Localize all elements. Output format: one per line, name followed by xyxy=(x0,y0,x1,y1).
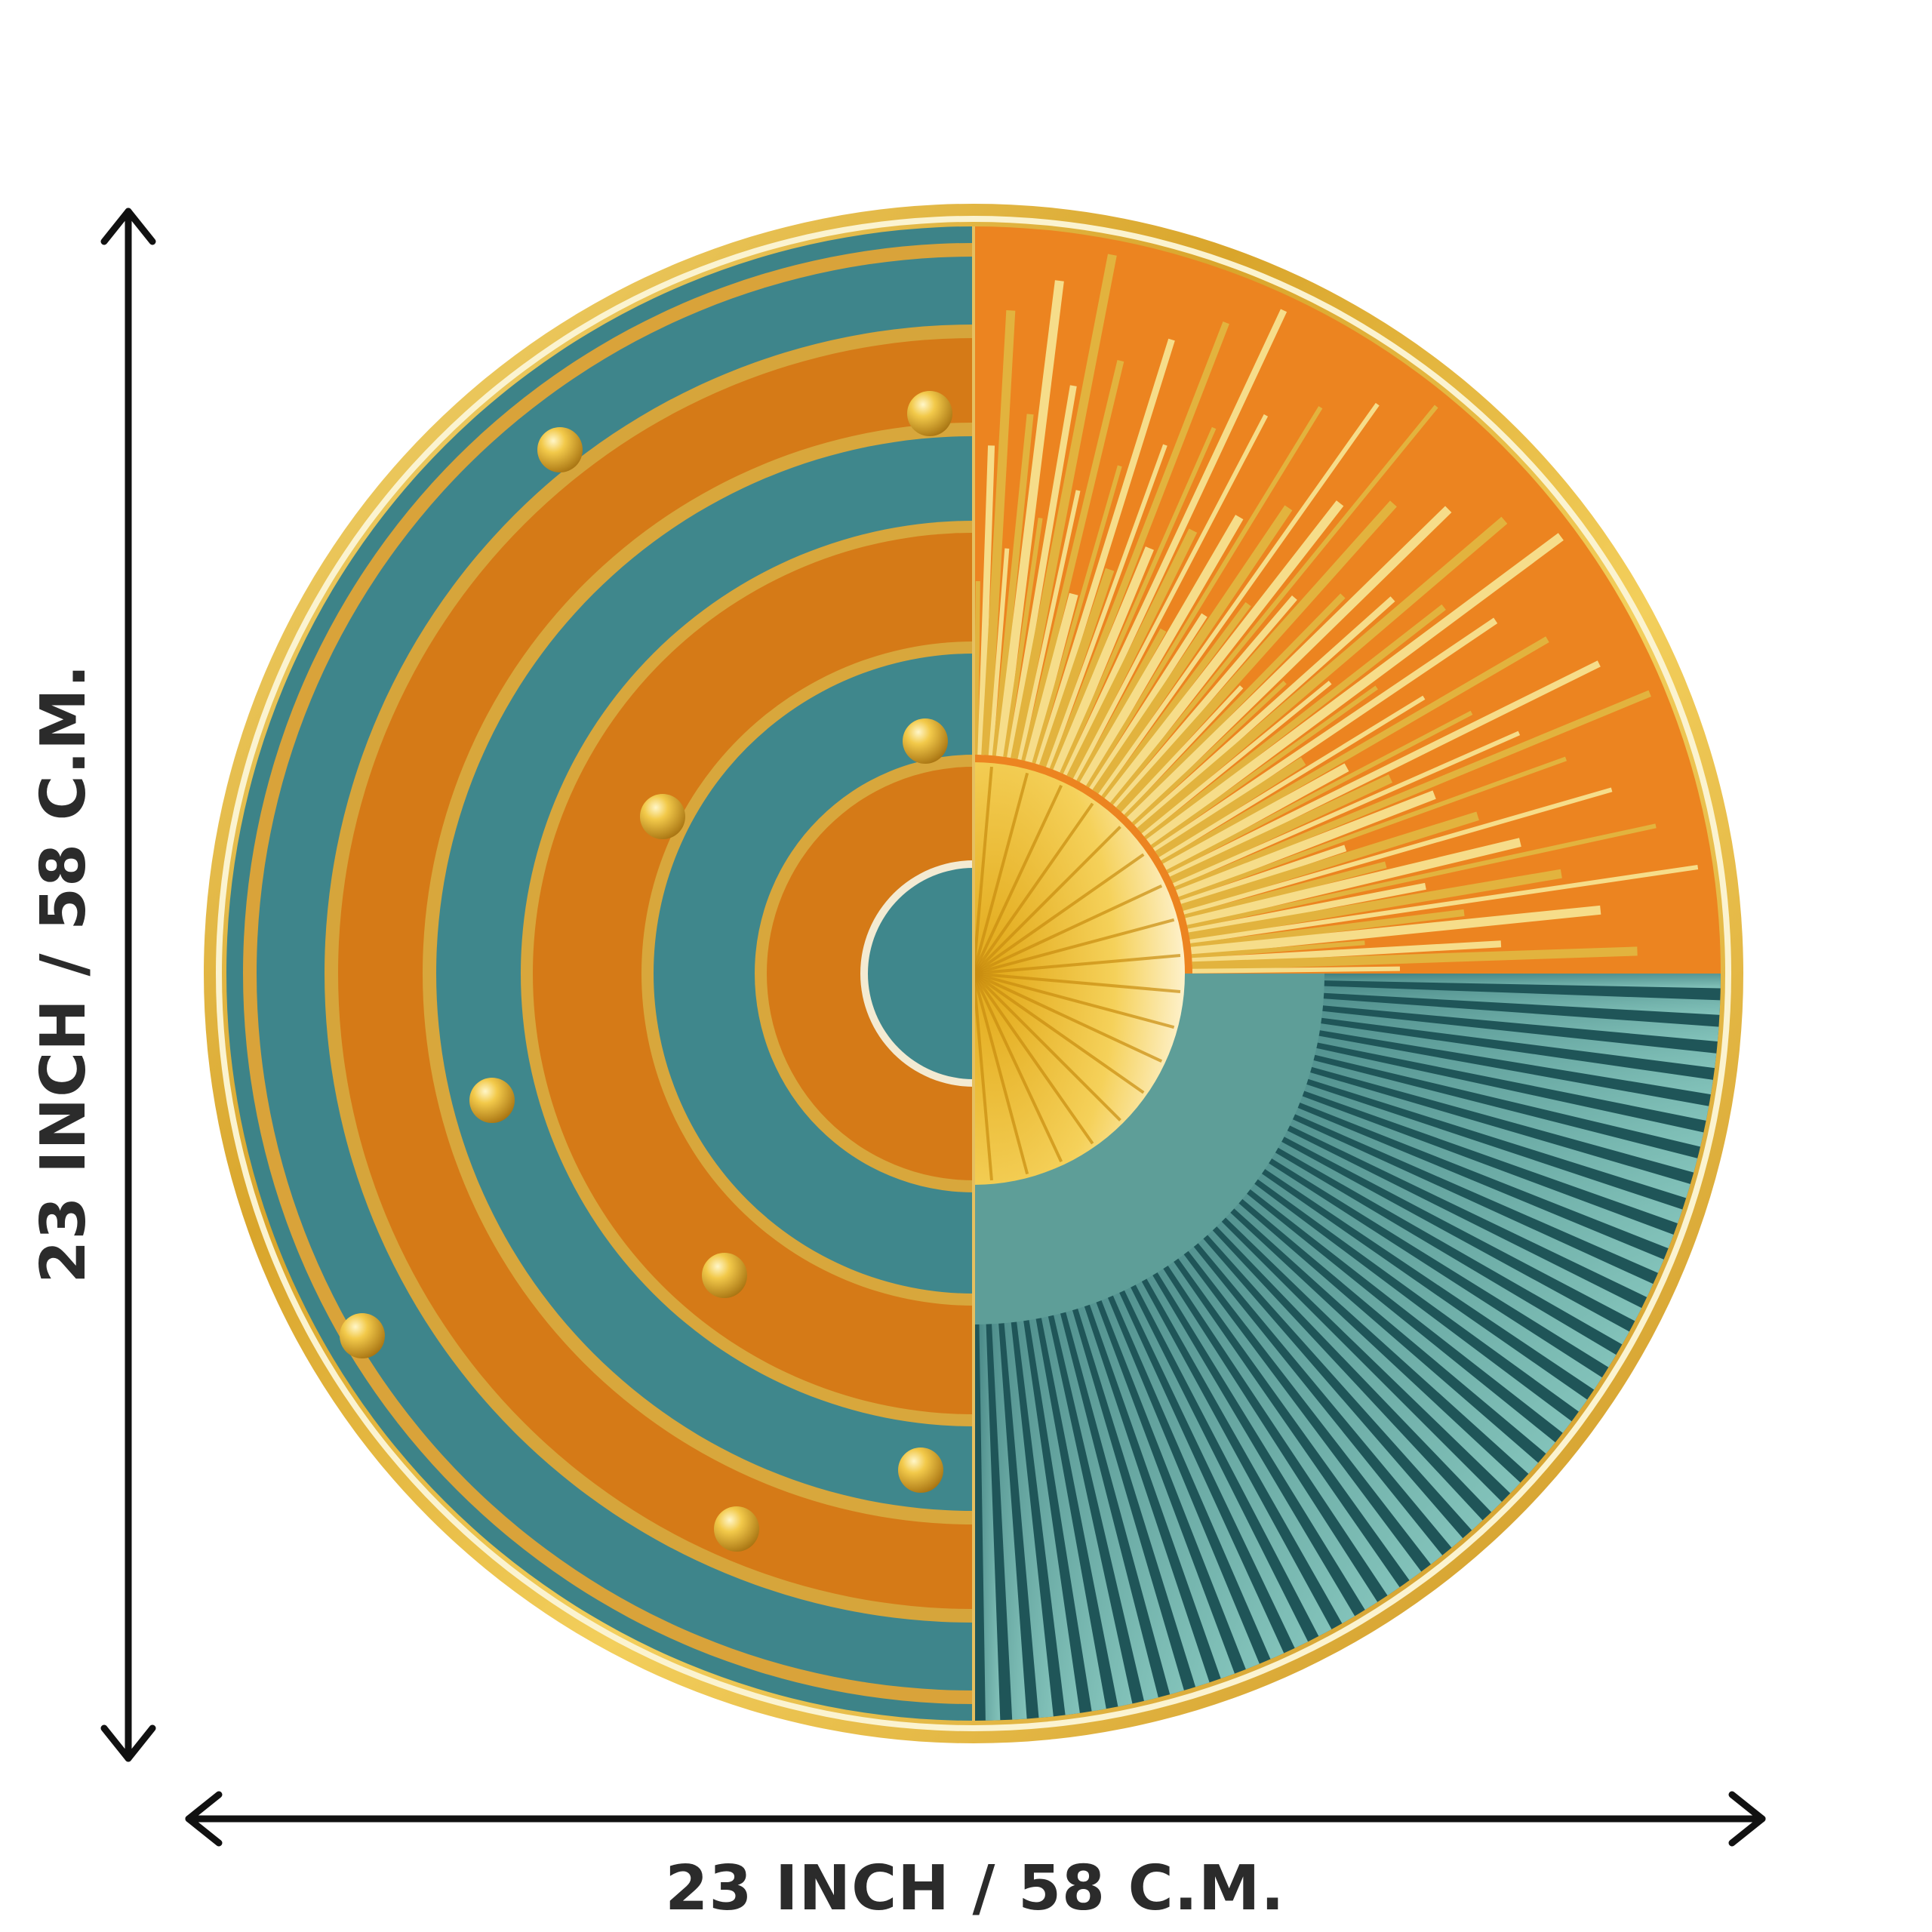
artwork xyxy=(204,204,1743,1743)
gold-ray xyxy=(1191,940,1365,959)
gold-ray xyxy=(1192,946,1638,971)
gold-ray xyxy=(1146,533,1564,847)
fan-line xyxy=(972,973,1063,1163)
gold-ray xyxy=(1173,731,1521,888)
gold-ray xyxy=(1192,940,1502,965)
gold-ray xyxy=(1085,406,1323,789)
gold-ray xyxy=(1190,909,1465,950)
fan-line xyxy=(972,853,1145,975)
width-dimension-arrow xyxy=(185,1791,1766,1847)
gold-ray xyxy=(1046,444,1168,769)
gold-ray xyxy=(1049,321,1229,771)
fan-line xyxy=(972,784,1063,974)
gold-ray xyxy=(1025,592,1078,764)
gold-ray xyxy=(1021,360,1124,762)
gold-balls xyxy=(340,391,952,1552)
gold-ray xyxy=(1101,601,1251,800)
gold-ray xyxy=(1121,685,1244,816)
gold-ray xyxy=(1188,869,1562,942)
gold-ray xyxy=(1137,516,1508,835)
gold-ray xyxy=(1098,402,1380,797)
gold-ray xyxy=(1063,309,1287,777)
fan-line xyxy=(972,972,1145,1094)
gold-ray xyxy=(974,580,980,755)
gold-ray xyxy=(1127,506,1452,824)
fan-line xyxy=(972,772,1029,974)
gold-ray xyxy=(1187,882,1426,936)
width-label: 23 INCH / 58 C.M. xyxy=(665,1853,1284,1924)
gold-ray xyxy=(1190,905,1601,956)
gold-ray xyxy=(1003,518,1043,758)
center-gold-fan xyxy=(972,762,1185,1185)
gold-ray xyxy=(977,445,995,755)
fan-line xyxy=(972,826,1121,975)
height-label: 23 INCH / 58 C.M. xyxy=(28,663,100,1283)
gold-ray xyxy=(1192,966,1400,974)
gold-ray xyxy=(1060,426,1217,774)
fan-line xyxy=(973,972,1163,1063)
gold-ray xyxy=(1131,680,1287,826)
gold-ray xyxy=(1155,757,1306,860)
fan-line xyxy=(972,973,993,1181)
fan-line xyxy=(973,884,1163,975)
gold-ray xyxy=(1089,613,1208,792)
gold-ray xyxy=(1104,500,1344,804)
gold-ray xyxy=(1039,568,1115,768)
fan-line xyxy=(972,802,1094,975)
gold-ray xyxy=(1176,790,1436,899)
fan-line xyxy=(973,918,1175,975)
fan-line xyxy=(972,766,993,974)
gold-ray xyxy=(1168,660,1601,880)
gold-ray xyxy=(1076,628,1167,784)
gold-ray xyxy=(1181,811,1479,913)
gold-ray xyxy=(1174,690,1651,894)
gold-ray xyxy=(1141,681,1332,837)
gold-ray xyxy=(995,280,1064,757)
gold-ray xyxy=(1072,414,1269,781)
fan-line xyxy=(972,972,1094,1145)
gold-ray xyxy=(1143,604,1446,842)
gold-ray xyxy=(1017,490,1081,761)
gold-ray xyxy=(1166,710,1473,875)
gold-ray xyxy=(1011,254,1117,760)
gold-ray xyxy=(992,414,1034,756)
gold-ray xyxy=(1150,685,1378,849)
gold-ray xyxy=(1185,838,1521,928)
fan-line xyxy=(972,973,1029,1175)
gold-ray xyxy=(1110,405,1438,806)
gold-ray xyxy=(1124,593,1346,820)
gold-ray xyxy=(1186,823,1657,930)
gold-ray xyxy=(1079,515,1244,787)
gold-ray xyxy=(1170,774,1393,885)
gold-ray xyxy=(1032,465,1122,764)
fan-line xyxy=(972,972,1121,1121)
gold-ray xyxy=(1189,865,1699,944)
gold-ray xyxy=(1184,861,1387,921)
gold-ray xyxy=(981,310,1016,755)
gold-ray xyxy=(1152,617,1498,854)
gold-ray xyxy=(1162,763,1349,872)
gold-ray xyxy=(1007,385,1077,758)
gold-ray xyxy=(1115,500,1397,814)
gold-ray xyxy=(1134,596,1395,831)
gold-ray xyxy=(1112,595,1297,810)
gold-ray xyxy=(1178,756,1567,901)
fan-line xyxy=(973,972,1181,993)
gold-ray xyxy=(1053,546,1154,774)
gold-ray xyxy=(1158,695,1426,862)
gold-ray xyxy=(988,548,1010,756)
gold-ray xyxy=(1066,528,1198,780)
gold-ray xyxy=(1161,636,1549,866)
gold-ray xyxy=(1035,338,1175,766)
height-dimension-arrow xyxy=(100,208,156,1762)
left-concentric-rings xyxy=(226,226,974,1721)
fan-line xyxy=(973,954,1181,975)
gold-ray xyxy=(1092,505,1293,795)
gold-ray xyxy=(1183,787,1613,915)
fan-line xyxy=(973,972,1175,1029)
gold-ray xyxy=(1180,844,1347,907)
